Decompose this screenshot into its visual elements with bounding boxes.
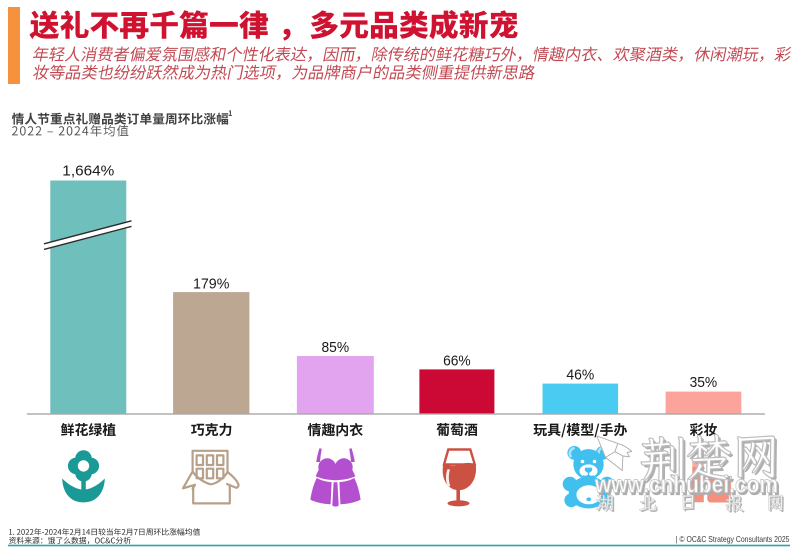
svg-text:85%: 85% <box>322 340 350 356</box>
svg-text:35%: 35% <box>690 375 718 391</box>
svg-text:179%: 179% <box>193 277 230 293</box>
svg-text:www.cnhubei.com: www.cnhubei.com <box>594 472 778 499</box>
svg-text:46%: 46% <box>566 368 594 384</box>
svg-text:1,664%: 1,664% <box>62 164 114 180</box>
svg-text:66%: 66% <box>443 353 471 369</box>
svg-text:| © OC&C Strategy Consultants: | © OC&C Strategy Consultants 2025 <box>676 534 790 544</box>
